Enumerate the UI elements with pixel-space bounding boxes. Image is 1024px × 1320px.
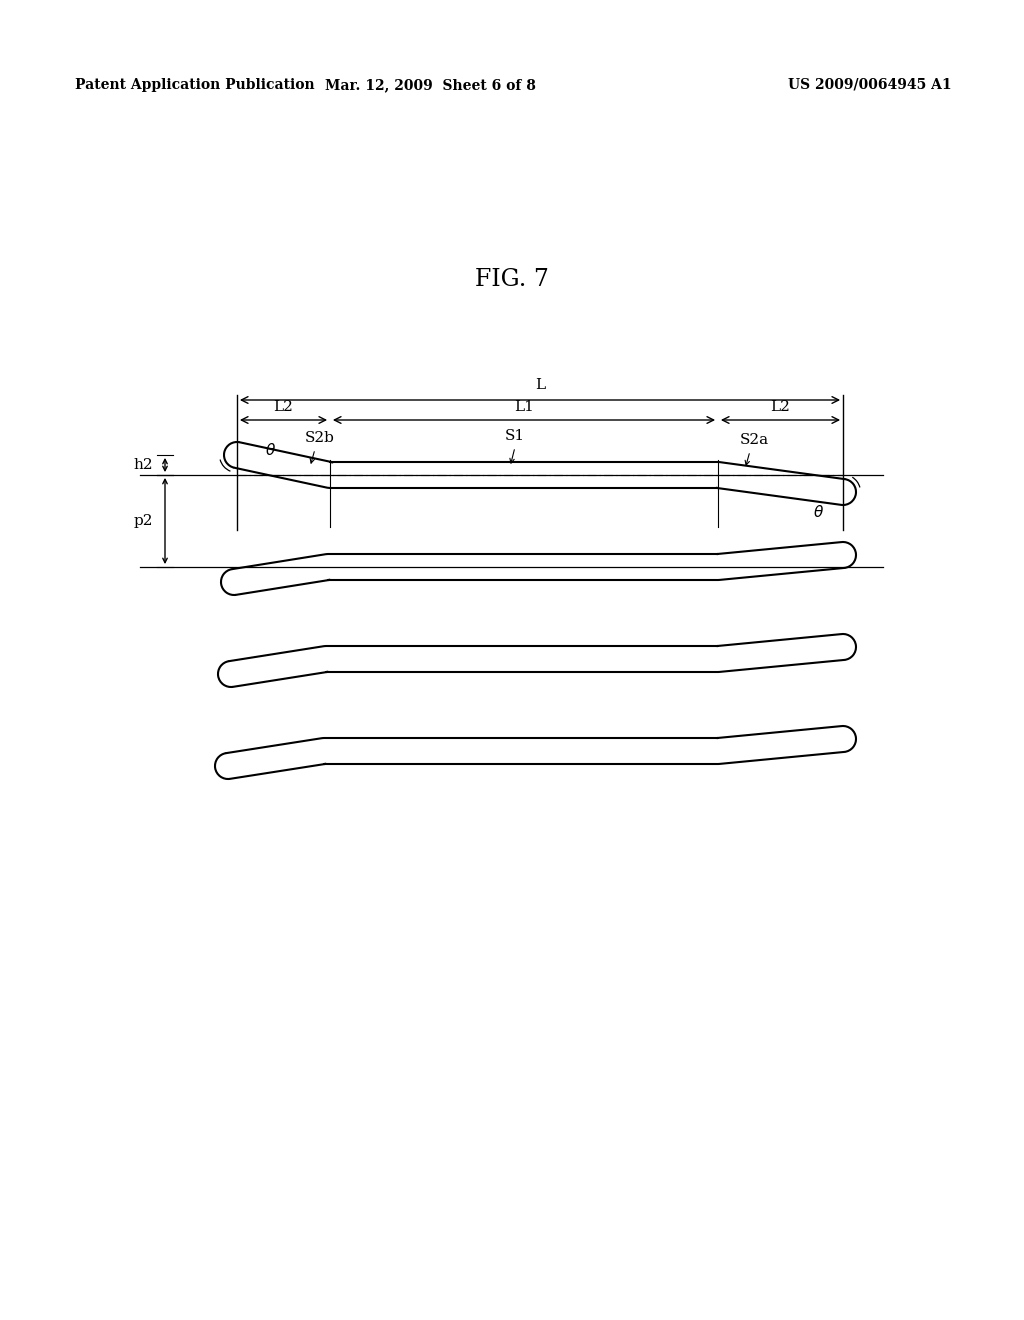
Text: FIG. 7: FIG. 7 — [475, 268, 549, 292]
Text: $\theta$: $\theta$ — [265, 442, 276, 458]
Text: $\theta$: $\theta$ — [813, 504, 824, 520]
Text: Mar. 12, 2009  Sheet 6 of 8: Mar. 12, 2009 Sheet 6 of 8 — [325, 78, 536, 92]
Text: L2: L2 — [273, 400, 294, 414]
Text: L1: L1 — [514, 400, 534, 414]
Text: L: L — [535, 378, 545, 392]
Text: S2b: S2b — [305, 432, 335, 445]
Text: Patent Application Publication: Patent Application Publication — [75, 78, 314, 92]
Text: S2a: S2a — [740, 433, 769, 447]
Text: S1: S1 — [505, 429, 525, 444]
Text: h2: h2 — [133, 458, 153, 473]
Text: US 2009/0064945 A1: US 2009/0064945 A1 — [788, 78, 952, 92]
Text: p2: p2 — [133, 513, 153, 528]
Text: L2: L2 — [771, 400, 791, 414]
